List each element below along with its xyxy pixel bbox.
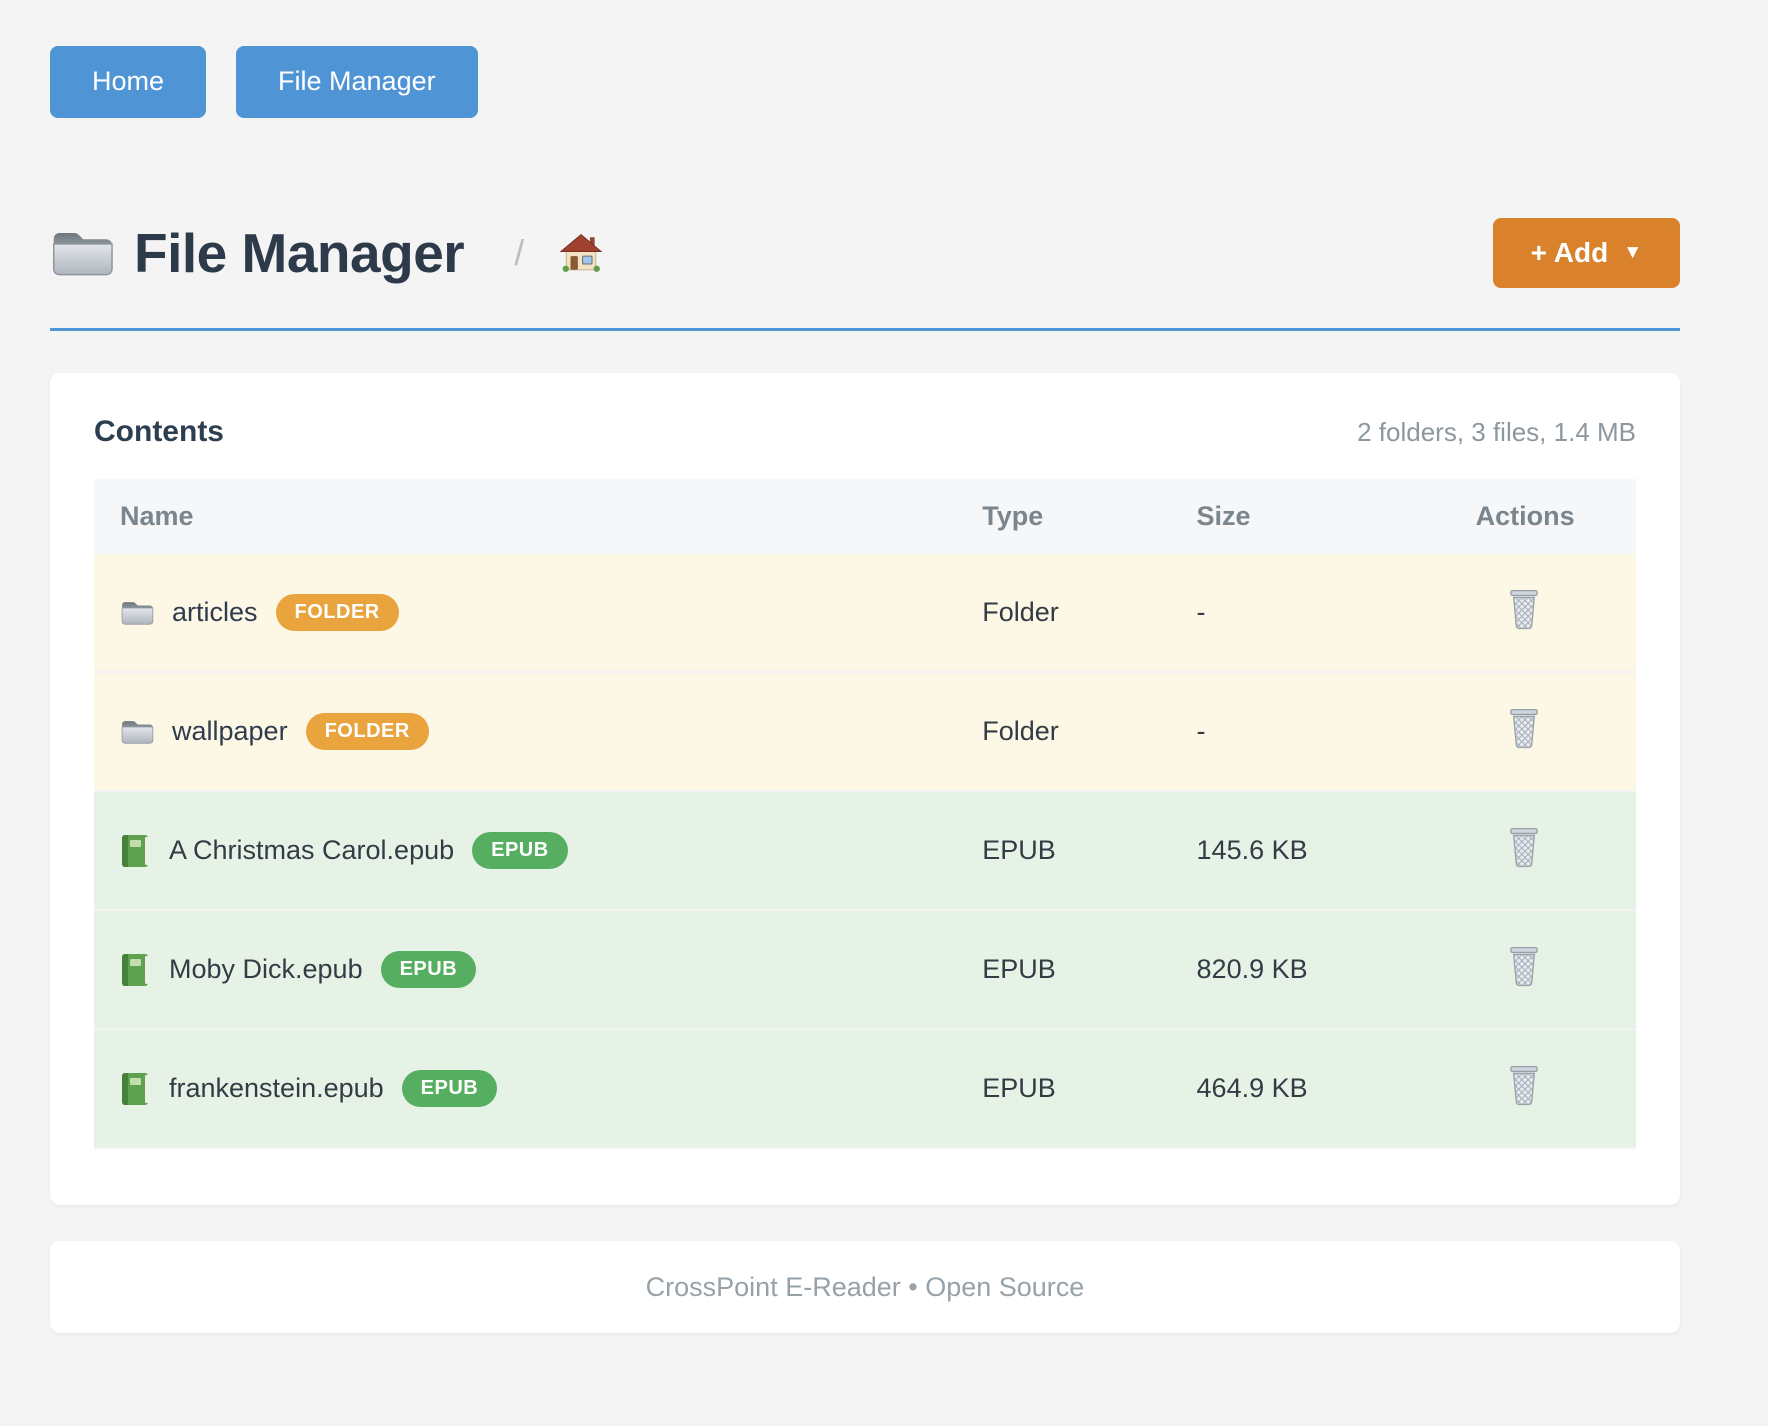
file-name-link[interactable]: frankenstein.epub [169,1073,384,1104]
trash-icon [1506,707,1542,749]
panel-head: Contents 2 folders, 3 files, 1.4 MB [94,415,1636,449]
contents-summary: 2 folders, 3 files, 1.4 MB [1357,417,1636,448]
table-header-row: Name Type Size Actions [94,479,1636,555]
page-header: File Manager / + Add ▼ [50,217,1680,289]
table-row: Moby Dick.epub EPUB EPUB 820.9 KB [94,911,1636,1031]
type-cell: EPUB [982,1030,1197,1150]
delete-button[interactable] [1506,945,1542,987]
trash-icon [1506,1064,1542,1106]
size-cell: - [1196,554,1476,674]
page: Home File Manager File Manager / + Add ▼… [0,46,1768,1334]
trash-icon [1506,945,1542,987]
table-row: A Christmas Carol.epub EPUB EPUB 145.6 K… [94,792,1636,912]
file-manager-button[interactable]: File Manager [236,46,478,118]
delete-button[interactable] [1506,826,1542,868]
folder-badge: FOLDER [305,713,429,751]
size-cell: - [1196,673,1476,793]
epub-badge: EPUB [380,951,477,989]
delete-button[interactable] [1506,1064,1542,1106]
file-name-link[interactable]: articles [172,597,258,628]
table-row: articles FOLDER Folder - [94,554,1636,674]
book-icon [120,953,151,987]
house-icon [560,233,602,273]
file-name-link[interactable]: A Christmas Carol.epub [169,835,455,866]
size-cell: 464.9 KB [1196,1030,1476,1150]
size-cell: 145.6 KB [1196,792,1476,912]
file-name-link[interactable]: wallpaper [172,716,288,747]
column-header-actions: Actions [1475,479,1636,555]
trash-icon [1506,588,1542,630]
column-header-type: Type [982,479,1197,555]
file-name-link[interactable]: Moby Dick.epub [169,954,363,985]
size-cell: 820.9 KB [1196,911,1476,1031]
add-button-label: + Add [1530,236,1609,268]
table-row: frankenstein.epub EPUB EPUB 464.9 KB [94,1030,1636,1150]
folder-icon [120,599,154,627]
column-header-name: Name [94,479,983,555]
folder-badge: FOLDER [275,594,399,632]
trash-icon [1506,826,1542,868]
type-cell: Folder [982,554,1197,674]
epub-badge: EPUB [401,1070,498,1108]
page-title: File Manager [134,222,465,285]
contents-card: Contents 2 folders, 3 files, 1.4 MB Name… [50,373,1680,1206]
epub-badge: EPUB [472,832,568,870]
file-table: Name Type Size Actions articles FOLDER [94,479,1636,1150]
add-button[interactable]: + Add ▼ [1492,217,1680,289]
top-nav: Home File Manager [50,46,1680,118]
panel-heading: Contents [94,415,224,449]
table-row: wallpaper FOLDER Folder - [94,673,1636,793]
column-header-size: Size [1196,479,1476,555]
folder-icon [120,718,154,746]
breadcrumb-separator: / [514,232,525,274]
type-cell: EPUB [982,792,1197,912]
folder-icon [50,227,114,280]
title-divider [50,328,1680,332]
type-cell: EPUB [982,911,1197,1031]
delete-button[interactable] [1506,588,1542,630]
type-cell: Folder [982,673,1197,793]
title-group: File Manager / [50,221,602,285]
footer-card: CrossPoint E-Reader • Open Source [50,1241,1680,1334]
book-icon [120,834,151,868]
chevron-down-icon: ▼ [1623,241,1642,263]
home-button[interactable]: Home [50,46,207,118]
book-icon [120,1072,151,1106]
breadcrumb-home-link[interactable] [560,233,602,273]
delete-button[interactable] [1506,707,1542,749]
footer-text: CrossPoint E-Reader • Open Source [645,1271,1085,1302]
